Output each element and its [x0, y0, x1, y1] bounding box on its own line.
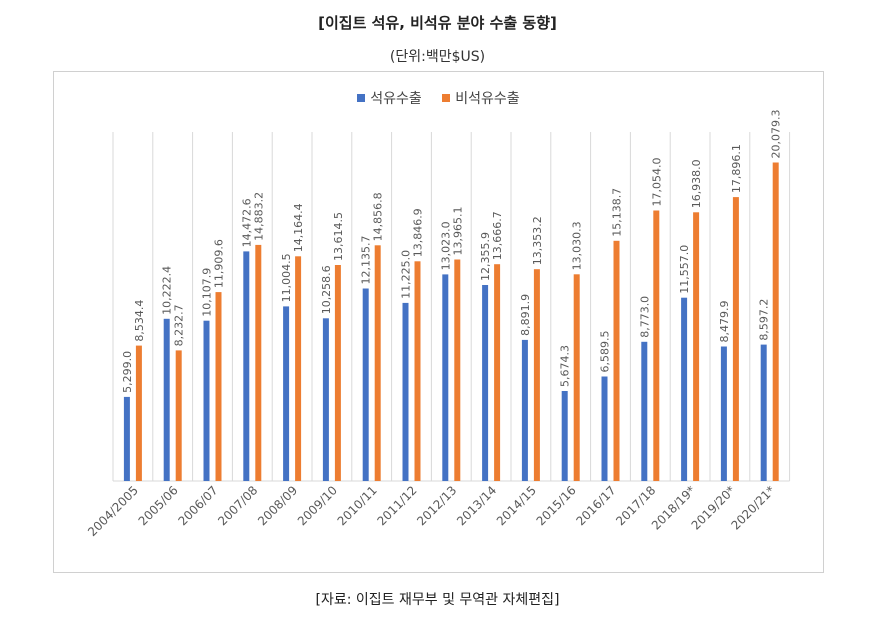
bar-series2: [732, 197, 739, 481]
data-label-series2: 20,079.3: [770, 110, 783, 159]
data-label-series1: 5,299.0: [121, 351, 134, 393]
x-tick-label: 2006/07: [175, 483, 220, 528]
bar-series1: [720, 346, 727, 481]
bar-series1: [601, 376, 608, 481]
data-label-series2: 14,883.2: [252, 192, 265, 241]
data-label-series1: 10,258.6: [320, 265, 333, 314]
data-label-series1: 10,222.4: [161, 266, 174, 315]
bar-series1: [163, 318, 170, 481]
x-tick-label: 2004/2005: [85, 483, 141, 539]
chart-title: [이집트 석유, 비석유 분야 수출 동향]: [318, 14, 557, 32]
bar-series1: [521, 339, 528, 481]
bar-series2: [334, 265, 341, 481]
x-tick-label: 2009/10: [295, 483, 340, 528]
bar-series2: [295, 256, 302, 481]
data-label-series2: 14,164.4: [292, 203, 305, 252]
data-label-series1: 13,023.0: [439, 221, 452, 270]
bar-series1: [283, 306, 290, 481]
data-label-series2: 13,353.2: [531, 216, 544, 265]
legend-label-series1: 석유수출: [370, 91, 422, 107]
bar-series2: [215, 292, 222, 481]
legend-swatch-series2: [442, 94, 451, 102]
bar-series2: [533, 269, 540, 481]
data-label-series1: 11,225.0: [400, 250, 413, 299]
data-label-series1: 12,135.7: [360, 236, 373, 285]
data-label-series2: 13,965.1: [451, 207, 464, 256]
bar-series1: [203, 320, 210, 481]
data-label-series1: 14,472.6: [240, 198, 253, 247]
data-label-series1: 10,107.9: [201, 268, 214, 317]
bar-series1: [561, 391, 568, 481]
legend: 석유수출 비석유수출: [54, 88, 823, 108]
data-label-series2: 16,938.0: [690, 159, 703, 208]
bar-series2: [772, 162, 779, 481]
bar-series1: [362, 288, 369, 481]
x-tick-label: 2012/13: [414, 483, 459, 528]
x-tick-label: 2011/12: [374, 483, 419, 528]
bar-series2: [693, 212, 700, 482]
bar-series1: [681, 297, 688, 481]
x-tick-label: 2010/11: [335, 483, 380, 528]
data-label-series1: 8,773.0: [638, 296, 651, 338]
data-label-series1: 8,597.2: [758, 299, 771, 341]
data-label-series2: 13,666.7: [491, 211, 504, 260]
bar-series2: [573, 274, 580, 481]
data-label-series2: 13,030.3: [571, 221, 584, 270]
x-tick-label: 2013/14: [454, 483, 499, 528]
x-tick-label: 2005/06: [136, 483, 181, 528]
bar-series2: [175, 350, 182, 481]
data-label-series1: 8,891.9: [519, 294, 532, 336]
bar-series1: [322, 318, 329, 481]
data-label-series2: 15,138.7: [611, 188, 624, 237]
data-label-series1: 11,004.5: [280, 253, 293, 302]
data-label-series1: 5,674.3: [559, 345, 572, 387]
data-label-series2: 17,896.1: [730, 144, 743, 193]
x-tick-label: 2008/09: [255, 483, 300, 528]
data-label-series1: 12,355.9: [479, 232, 492, 281]
bar-series1: [482, 285, 489, 481]
bar-series2: [374, 245, 381, 481]
bar-series1: [760, 344, 767, 481]
data-label-series2: 14,856.8: [372, 192, 385, 241]
data-label-series1: 11,557.0: [678, 245, 691, 294]
bar-series1: [243, 251, 250, 481]
bar-series1: [641, 341, 648, 481]
bar-series2: [653, 210, 660, 481]
data-label-series2: 8,534.4: [133, 300, 146, 342]
legend-item-series1: 석유수출: [357, 88, 422, 108]
bar-series2: [135, 345, 142, 481]
bar-series2: [494, 264, 501, 481]
data-label-series1: 6,589.5: [599, 331, 612, 373]
bar-series1: [442, 274, 449, 481]
data-label-series1: 8,479.9: [718, 301, 731, 343]
bar-chart-svg: 5,299.0 8,534.4 2004/2005 10,222.48,232.7 20…: [85, 110, 791, 539]
x-tick-label: 2014/15: [494, 483, 539, 528]
bar-series1: [402, 302, 409, 481]
x-tick-label: 2015/16: [534, 483, 579, 528]
data-label-series2: 17,054.0: [650, 158, 663, 207]
bar-series1: [123, 396, 130, 481]
chart-subtitle: (단위:백만$US): [389, 49, 486, 65]
bar-series2: [613, 240, 620, 481]
legend-label-series2: 비석유수출: [455, 91, 520, 107]
data-label-series2: 11,909.6: [213, 239, 226, 288]
x-tick-label: 2016/17: [573, 483, 618, 528]
data-label-series2: 13,614.5: [332, 212, 345, 261]
bar-series2: [255, 244, 262, 481]
chart-area: 석유수출 비석유수출 5,299.0 8,534.4 2004/2005 10,222…: [53, 71, 824, 573]
bar-series2: [454, 259, 461, 481]
x-tick-label: 2007/08: [215, 483, 260, 528]
x-tick-label: 2020/21*: [728, 483, 777, 532]
bar-series2: [414, 261, 421, 481]
legend-item-series2: 비석유수출: [442, 88, 520, 108]
data-label-series2: 8,232.7: [173, 304, 186, 346]
source-note: [자료: 이집트 재무부 및 무역관 자체편집]: [315, 592, 560, 608]
data-label-series2: 13,846.9: [412, 208, 425, 257]
legend-swatch-series1: [357, 94, 366, 102]
